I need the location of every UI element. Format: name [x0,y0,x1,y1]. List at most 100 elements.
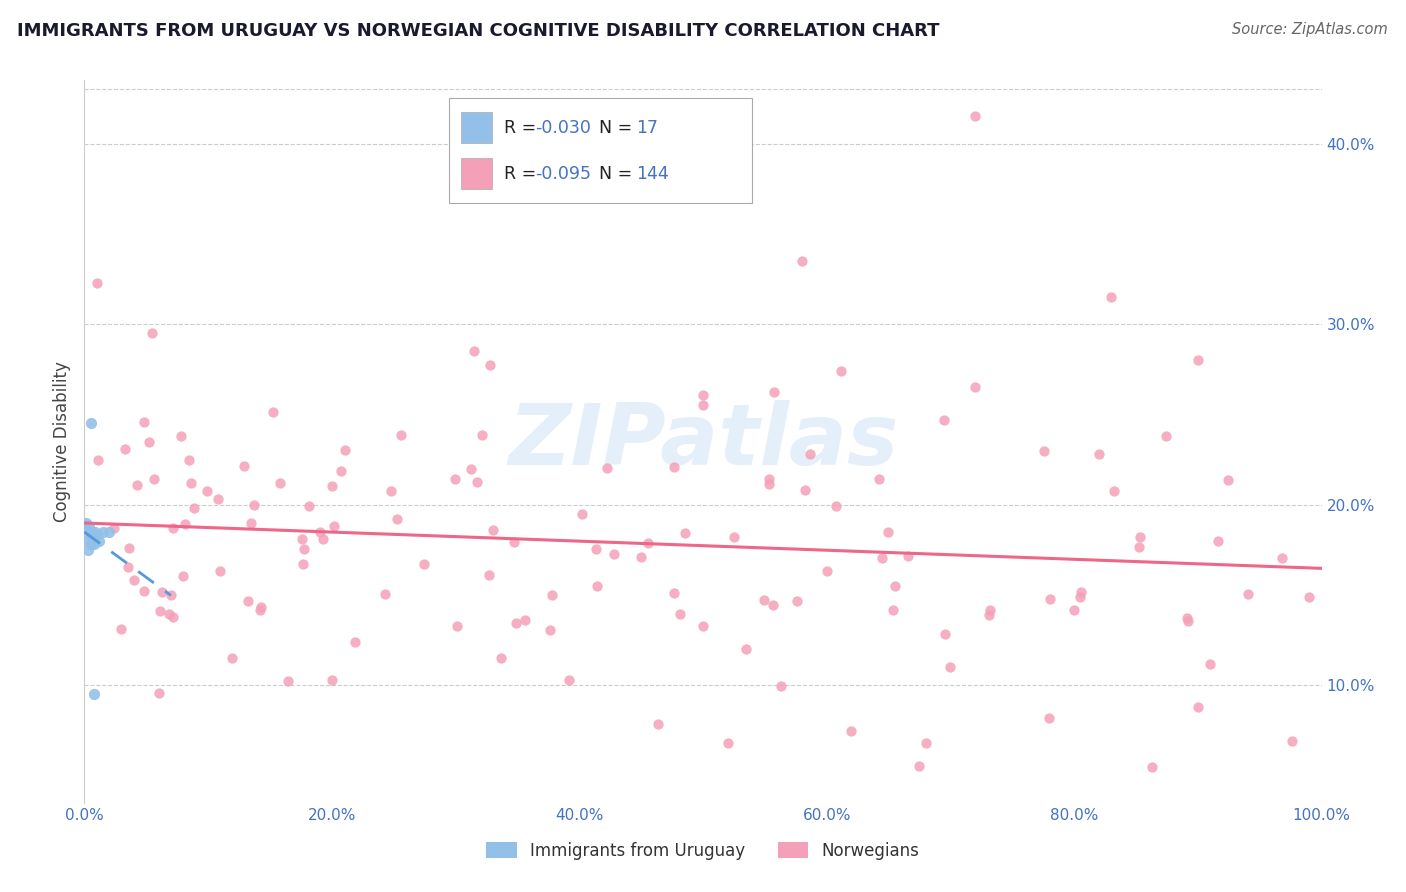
Point [249,603,271,617]
Point [505,615,527,630]
Point [250,600,273,615]
Point [463,344,485,359]
Point [934,626,956,640]
Point [110,622,132,636]
Point [1271,551,1294,566]
Point [124,574,146,588]
Point [195,484,218,499]
Point [932,413,955,427]
Text: R =: R = [503,165,541,183]
Point [1281,734,1303,748]
Point [762,598,785,612]
Point [1177,615,1199,629]
Point [841,723,863,738]
Point [1206,534,1229,549]
Point [939,659,962,673]
Point [238,593,260,607]
Point [84,524,107,539]
Text: 144: 144 [636,165,669,183]
Point [172,568,194,582]
Point [914,736,936,750]
Point [180,476,202,491]
Point [692,388,714,402]
Point [763,385,786,400]
Point [1187,353,1209,368]
Point [103,521,125,535]
Point [262,405,284,419]
Point [89,533,111,548]
Point [830,364,852,378]
Text: Source: ZipAtlas.com: Source: ZipAtlas.com [1232,22,1388,37]
Point [86,276,108,290]
Point [538,624,561,638]
Point [673,525,696,540]
Point [692,398,714,412]
Point [149,604,172,618]
Text: -0.095: -0.095 [534,165,591,183]
Point [1099,290,1122,304]
Point [91,524,114,539]
Point [868,472,890,486]
Point [291,557,314,571]
Point [98,524,121,539]
Point [478,567,501,582]
Point [754,592,776,607]
Point [1187,700,1209,714]
Point [585,542,607,557]
Point [1298,590,1320,604]
Point [907,758,929,772]
Point [596,461,619,475]
Point [1088,447,1111,461]
Point [83,687,105,701]
Legend: Immigrants from Uruguay, Norwegians: Immigrants from Uruguay, Norwegians [479,836,927,867]
Point [825,499,848,513]
Point [148,686,170,700]
Point [170,429,193,443]
Point [876,525,898,540]
Point [177,453,200,467]
Point [443,472,465,486]
Point [897,549,920,563]
Point [269,475,291,490]
Point [882,603,904,617]
Point [1128,541,1150,555]
Point [138,434,160,449]
Point [321,673,343,688]
Point [647,716,669,731]
Point [1175,611,1198,625]
Point [142,472,165,486]
Point [1140,760,1163,774]
Point [117,559,139,574]
Point [159,607,181,621]
Point [221,651,243,665]
Point [717,736,740,750]
Point [799,447,821,461]
Text: N =: N = [588,165,638,183]
Point [793,483,815,497]
Y-axis label: Cognitive Disability: Cognitive Disability [53,361,72,522]
Point [242,498,264,512]
Point [482,523,505,537]
Point [174,517,197,532]
Point [1154,429,1177,443]
Point [979,607,1001,622]
Point [465,475,488,489]
Point [786,594,808,608]
Point [277,673,299,688]
Text: -0.030: -0.030 [534,119,591,136]
Point [77,533,100,548]
Point [329,465,352,479]
Point [82,530,104,544]
Point [669,607,692,622]
Point [1070,585,1092,599]
Point [86,528,108,542]
Point [446,619,468,633]
Text: R =: R = [503,119,541,136]
Text: N =: N = [588,119,638,136]
Point [292,542,315,557]
Point [558,673,581,687]
Point [1216,473,1239,487]
Point [380,484,402,499]
Point [79,537,101,551]
Point [79,417,101,431]
